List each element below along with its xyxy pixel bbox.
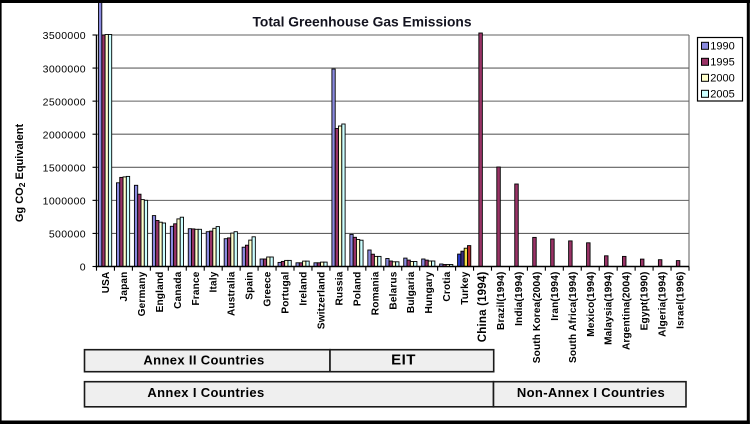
svg-text:Algeria(1994): Algeria(1994) [658, 272, 669, 337]
svg-text:3000000: 3000000 [43, 63, 86, 75]
svg-text:500000: 500000 [49, 229, 86, 241]
svg-text:Mexico(1994): Mexico(1994) [586, 272, 597, 337]
svg-text:Hungary: Hungary [424, 271, 435, 313]
svg-text:China (1994): China (1994) [476, 272, 489, 343]
svg-text:1990: 1990 [710, 41, 734, 53]
svg-text:Canada: Canada [173, 271, 184, 309]
svg-text:Romania: Romania [370, 271, 381, 315]
svg-text:2500000: 2500000 [43, 96, 86, 108]
svg-text:South Korea(2004): South Korea(2004) [532, 272, 543, 364]
svg-text:Bulgaria: Bulgaria [406, 271, 417, 313]
svg-text:Israel(1996): Israel(1996) [676, 272, 687, 329]
svg-text:2000: 2000 [710, 73, 734, 85]
svg-text:India(1994): India(1994) [514, 272, 525, 326]
svg-text:Malaysia(1994): Malaysia(1994) [604, 272, 615, 345]
svg-text:France: France [191, 271, 202, 305]
svg-text:Iran(1994): Iran(1994) [550, 272, 561, 321]
svg-text:Italy: Italy [209, 271, 220, 292]
svg-text:Japan: Japan [119, 272, 130, 302]
svg-text:Australia: Australia [227, 271, 238, 316]
svg-text:Argentina(2004): Argentina(2004) [622, 272, 633, 351]
svg-text:2005: 2005 [710, 89, 734, 101]
svg-text:South Africa(1994): South Africa(1994) [568, 272, 579, 364]
svg-text:Portugal: Portugal [281, 271, 292, 313]
svg-text:Greece: Greece [263, 271, 274, 306]
svg-text:Crotia: Crotia [442, 271, 453, 301]
svg-text:Brazil(1994): Brazil(1994) [496, 271, 507, 329]
svg-text:1000000: 1000000 [43, 196, 86, 208]
svg-text:Russia: Russia [334, 271, 345, 305]
svg-text:2000000: 2000000 [43, 129, 86, 141]
svg-text:3500000: 3500000 [43, 30, 86, 42]
svg-text:1995: 1995 [710, 57, 734, 69]
svg-text:Turkey: Turkey [460, 271, 471, 304]
svg-text:EIT: EIT [391, 352, 416, 369]
svg-text:Switzerland: Switzerland [316, 272, 327, 330]
svg-text:1500000: 1500000 [43, 162, 86, 174]
svg-text:Non-Annex I Countries: Non-Annex I Countries [517, 385, 665, 400]
svg-text:Annex II Countries: Annex II Countries [143, 352, 264, 367]
svg-text:Total Greenhouse Gas Emissions: Total Greenhouse Gas Emissions [252, 15, 471, 30]
svg-text:Gg CO2 Equivalent: Gg CO2 Equivalent [14, 124, 27, 223]
svg-text:Ireland: Ireland [298, 272, 309, 306]
svg-text:Spain: Spain [245, 272, 256, 300]
svg-text:Poland: Poland [352, 272, 363, 307]
svg-text:Annex I Countries: Annex I Countries [147, 385, 264, 400]
svg-text:Belarus: Belarus [388, 271, 399, 309]
svg-text:Germany: Germany [137, 271, 148, 316]
svg-text:0: 0 [80, 262, 86, 274]
svg-text:USA: USA [101, 271, 112, 293]
svg-text:England: England [155, 272, 166, 313]
svg-text:Egypt(1990): Egypt(1990) [640, 272, 651, 331]
